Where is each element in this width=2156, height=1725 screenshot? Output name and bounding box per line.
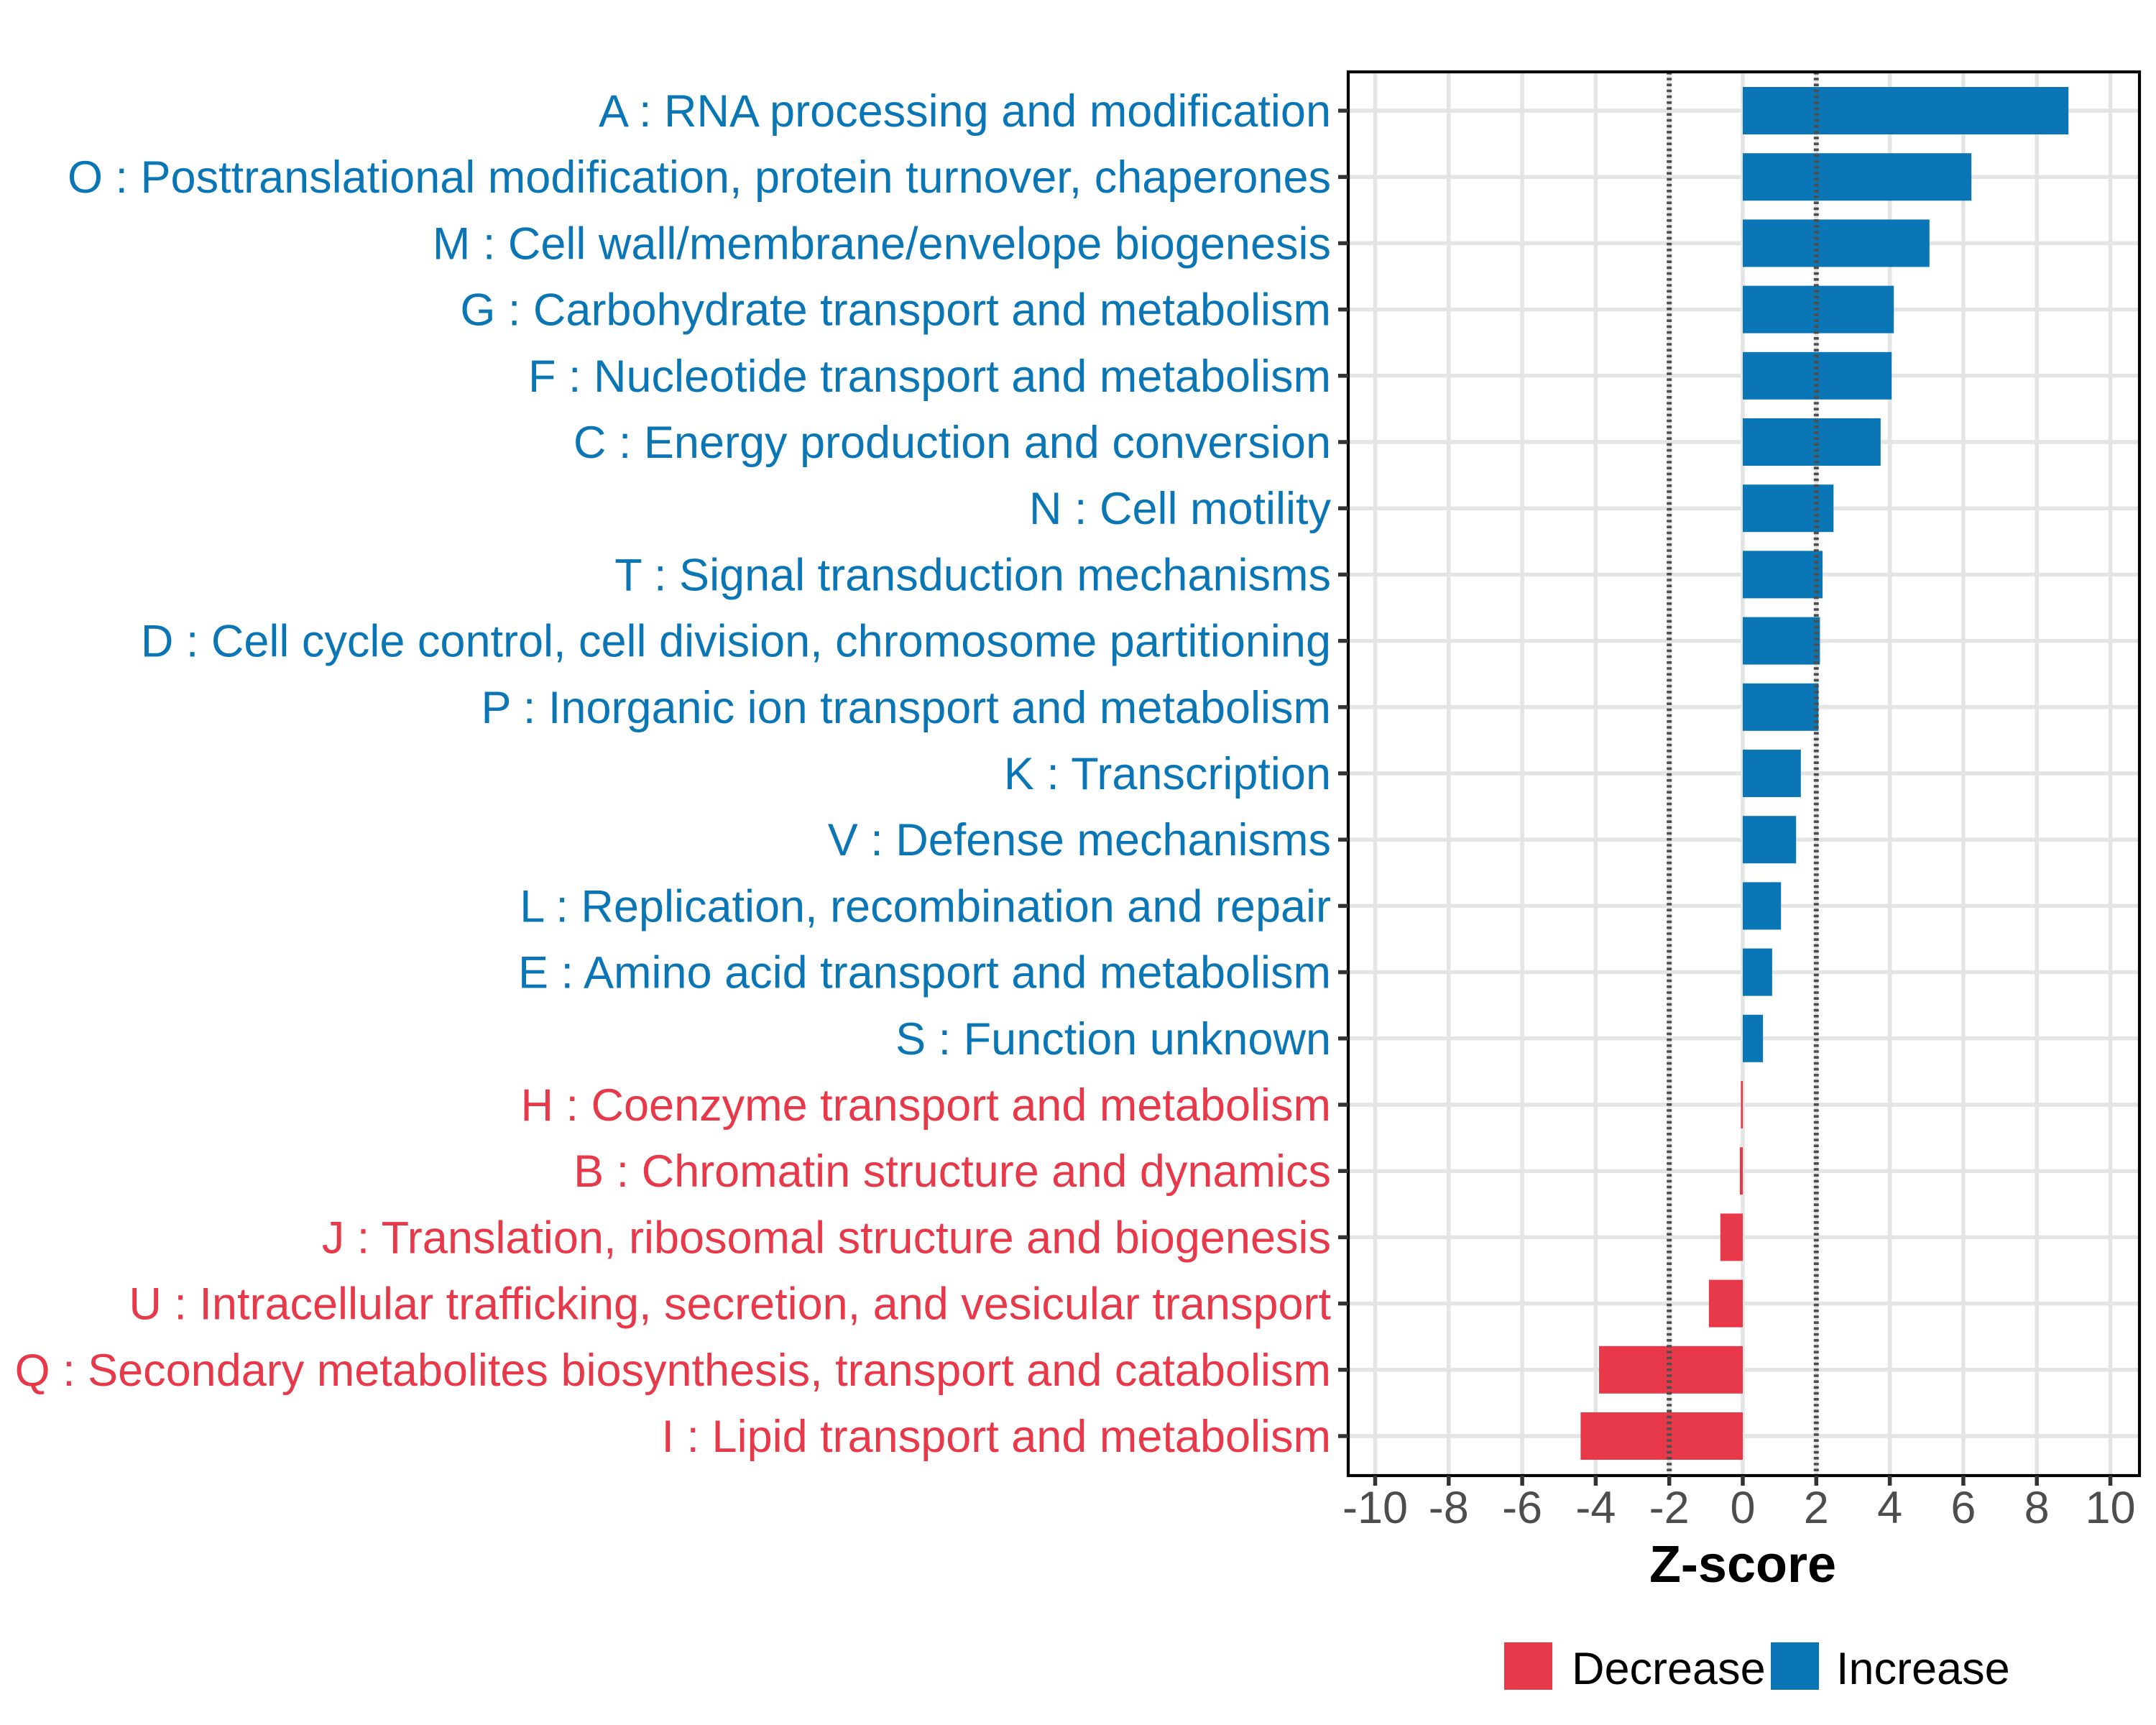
- svg-text:U : Intracellular trafficking,: U : Intracellular trafficking, secretion…: [129, 1279, 1331, 1330]
- svg-text:Q : Secondary metabolites bios: Q : Secondary metabolites biosynthesis, …: [15, 1346, 1331, 1396]
- svg-text:O : Posttranslational modifica: O : Posttranslational modification, prot…: [68, 152, 1331, 203]
- svg-text:K : Transcription: K : Transcription: [1004, 749, 1331, 799]
- svg-text:L : Replication, recombination: L : Replication, recombination and repai…: [520, 881, 1331, 932]
- svg-text:D : Cell cycle control, cell d: D : Cell cycle control, cell division, c…: [141, 617, 1331, 667]
- svg-text:8: 8: [2024, 1483, 2050, 1533]
- svg-text:T : Signal transduction mechan: T : Signal transduction mechanisms: [614, 550, 1331, 600]
- svg-text:Z-score: Z-score: [1649, 1536, 1836, 1593]
- svg-text:I : Lipid transport and metabo: I : Lipid transport and metabolism: [662, 1412, 1331, 1462]
- svg-text:-4: -4: [1575, 1483, 1616, 1533]
- svg-text:F : Nucleotide transport and m: F : Nucleotide transport and metabolism: [528, 351, 1331, 402]
- svg-text:-8: -8: [1429, 1483, 1469, 1533]
- svg-text:P : Inorganic ion transport an: P : Inorganic ion transport and metaboli…: [482, 683, 1331, 733]
- svg-text:2: 2: [1804, 1483, 1829, 1533]
- svg-text:G : Carbohydrate transport and: G : Carbohydrate transport and metabolis…: [460, 285, 1331, 336]
- svg-text:6: 6: [1950, 1483, 1976, 1533]
- svg-text:V : Defense mechanisms: V : Defense mechanisms: [828, 815, 1331, 865]
- svg-text:M : Cell wall/membrane/envelop: M : Cell wall/membrane/envelope biogenes…: [433, 218, 1331, 269]
- svg-text:0: 0: [1730, 1483, 1755, 1533]
- svg-text:-2: -2: [1649, 1483, 1690, 1533]
- svg-text:10: 10: [2085, 1483, 2135, 1533]
- svg-text:H : Coenzyme transport and met: H : Coenzyme transport and metabolism: [521, 1080, 1331, 1131]
- svg-text:J : Translation, ribosomal str: J : Translation, ribosomal structure and…: [322, 1213, 1331, 1263]
- svg-text:4: 4: [1877, 1483, 1902, 1533]
- svg-text:S : Function unknown: S : Function unknown: [895, 1014, 1331, 1064]
- svg-text:-10: -10: [1342, 1483, 1408, 1533]
- svg-text:C : Energy production and conv: C : Energy production and conversion: [573, 418, 1331, 468]
- svg-text:B : Chromatin structure and dy: B : Chromatin structure and dynamics: [573, 1146, 1331, 1197]
- svg-text:Increase: Increase: [1836, 1644, 2010, 1694]
- svg-text:E : Amino acid transport and m: E : Amino acid transport and metabolism: [518, 948, 1331, 998]
- svg-text:Decrease: Decrease: [1572, 1644, 1766, 1694]
- svg-text:-6: -6: [1502, 1483, 1542, 1533]
- svg-text:A : RNA processing and modific: A : RNA processing and modification: [599, 86, 1331, 137]
- svg-text:N : Cell motility: N : Cell motility: [1029, 484, 1332, 534]
